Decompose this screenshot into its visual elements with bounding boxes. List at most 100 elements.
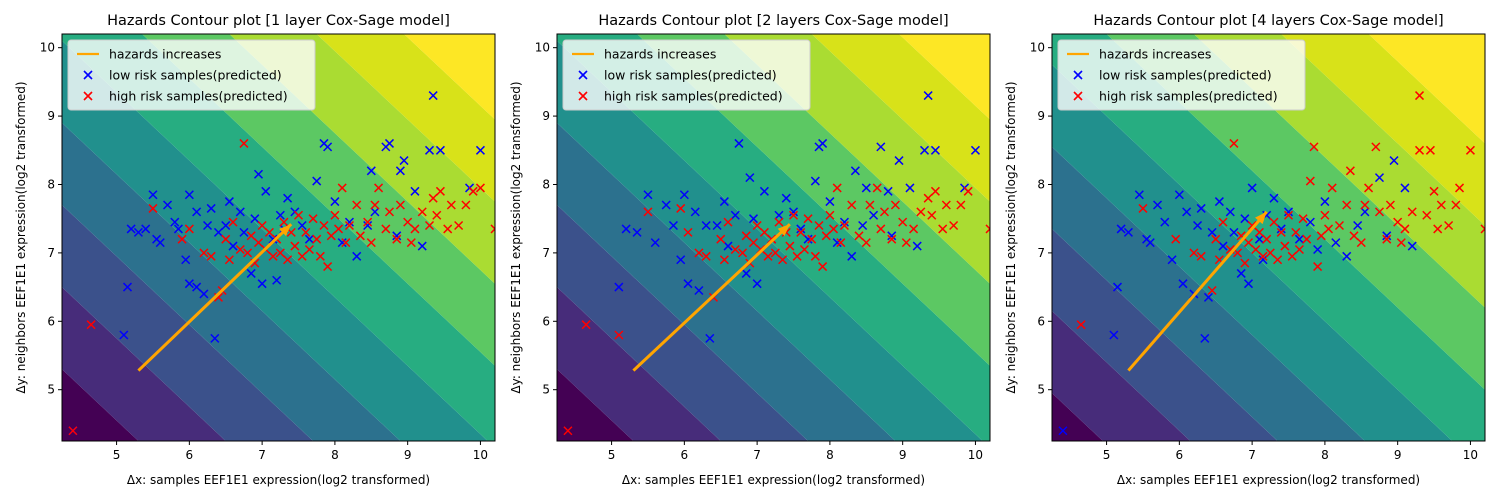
scatter-point	[275, 210, 285, 220]
scatter-point	[315, 251, 325, 261]
scatter-point	[1305, 176, 1315, 186]
scatter-point	[705, 333, 715, 343]
scatter-point	[956, 200, 966, 210]
scatter-point	[1342, 200, 1352, 210]
scatter-point	[1414, 145, 1425, 155]
scatter-point	[912, 241, 922, 251]
scatter-point	[1258, 255, 1268, 265]
series-low-risk	[614, 91, 980, 343]
scatter-point	[243, 248, 253, 258]
x-tick-label: 6	[1176, 448, 1184, 462]
scatter-point	[563, 426, 573, 436]
scatter-point	[748, 238, 759, 248]
scatter-point	[410, 186, 420, 196]
legend-label: hazards increases	[1099, 47, 1211, 62]
scatter-point	[119, 330, 129, 340]
scatter-point	[221, 234, 231, 244]
legend-marker	[83, 70, 93, 80]
scatter-point	[199, 248, 209, 258]
scatter-point	[283, 255, 293, 265]
scatter-point	[676, 203, 686, 213]
scatter-point	[1134, 190, 1144, 200]
legend-label: low risk samples(predicted)	[604, 68, 777, 83]
contour-band	[1368, 34, 1485, 144]
scatter-point	[384, 138, 395, 148]
scatter-point	[261, 186, 271, 196]
scatter-point	[330, 197, 340, 207]
scatter-point	[184, 279, 194, 289]
scatter-point	[1160, 217, 1170, 227]
scatter-point	[366, 238, 376, 248]
scatter-point	[1385, 200, 1395, 210]
scatter-point	[68, 426, 78, 436]
scatter-point	[454, 220, 464, 231]
scatter-point	[1236, 268, 1246, 278]
scatter-point	[283, 193, 293, 203]
scatter-point	[632, 227, 642, 237]
scatter-point	[1196, 251, 1206, 261]
scatter-point	[162, 200, 173, 210]
series-low-risk	[1058, 156, 1417, 436]
scatter-point	[1407, 207, 1417, 217]
scatter-point	[861, 238, 871, 248]
scatter-point	[1218, 217, 1228, 227]
scatter-point	[344, 220, 354, 231]
scatter-point	[133, 227, 143, 237]
scatter-point	[417, 207, 427, 217]
scatter-point	[428, 91, 438, 101]
scatter-point	[879, 207, 890, 217]
chart-title: Hazards Contour plot [4 layers Cox-Sage …	[1093, 13, 1443, 29]
chart-title: Hazards Contour plot [2 layers Cox-Sage …	[598, 13, 948, 29]
scatter-point	[1218, 241, 1228, 251]
scatter-point	[1254, 234, 1264, 244]
scatter-point	[337, 183, 347, 193]
scatter-point	[435, 186, 445, 196]
x-tick-label: 6	[681, 448, 689, 462]
scatter-point	[865, 200, 875, 210]
scatter-point	[861, 183, 871, 193]
scatter-point	[272, 275, 282, 285]
scatter-point	[690, 207, 700, 217]
scatter-point	[759, 186, 769, 196]
scatter-point	[475, 145, 485, 155]
scatter-point	[850, 166, 860, 176]
scatter-point	[1331, 238, 1341, 248]
y-tick-label: 9	[47, 109, 55, 123]
scatter-point	[250, 214, 260, 224]
scatter-point	[803, 234, 813, 244]
scatter-point	[468, 186, 478, 196]
scatter-point	[1138, 203, 1148, 213]
scatter-point	[177, 234, 187, 244]
scatter-point	[923, 193, 933, 203]
y-tick-label: 5	[1037, 383, 1045, 397]
scatter-point	[876, 224, 886, 234]
x-tick-label: 9	[899, 448, 907, 462]
x-tick-label: 7	[753, 448, 761, 462]
scatter-point	[206, 203, 216, 213]
contour-band	[1106, 34, 1485, 390]
scatter-point	[614, 330, 624, 340]
scatter-point	[788, 207, 799, 217]
scatter-point	[334, 224, 344, 234]
scatter-point	[785, 241, 795, 251]
scatter-point	[1374, 173, 1385, 183]
scatter-point	[1280, 241, 1290, 251]
scatter-point	[253, 169, 264, 179]
scatter-point	[297, 220, 307, 231]
hazard-arrow-head	[1255, 211, 1267, 225]
scatter-point	[1276, 227, 1286, 237]
x-tick-label: 9	[1394, 448, 1402, 462]
scatter-point	[352, 251, 362, 261]
scatter-point	[428, 193, 438, 203]
scatter-point	[224, 255, 234, 265]
scatter-point	[930, 145, 940, 155]
scatter-point	[701, 251, 711, 261]
scatter-point	[1276, 224, 1286, 234]
scatter-point	[1407, 241, 1417, 251]
scatter-point	[807, 234, 817, 244]
scatter-point	[1294, 244, 1304, 255]
y-tick-label: 5	[542, 383, 550, 397]
legend-label: low risk samples(predicted)	[109, 68, 282, 83]
contour-band	[1052, 228, 1278, 441]
scatter-point	[275, 248, 285, 258]
